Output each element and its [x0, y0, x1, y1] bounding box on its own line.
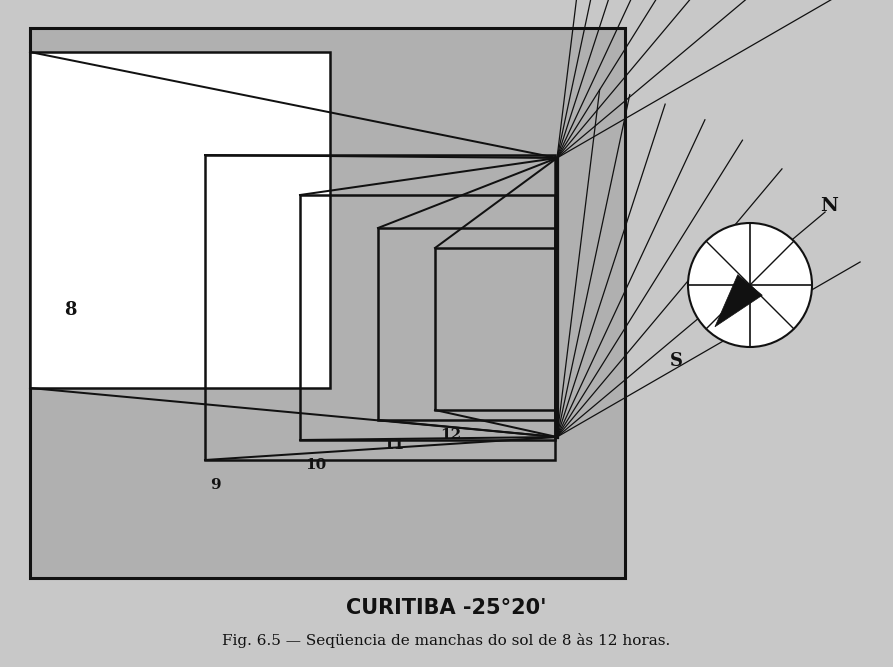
Bar — [30, 28, 625, 578]
Circle shape — [688, 223, 812, 347]
Text: N: N — [820, 197, 838, 215]
Bar — [30, 52, 330, 388]
Bar — [378, 228, 555, 420]
Bar — [300, 195, 555, 440]
Text: 12: 12 — [440, 428, 461, 442]
Text: Fig. 6.5 — Seqüencia de manchas do sol de 8 às 12 horas.: Fig. 6.5 — Seqüencia de manchas do sol d… — [222, 632, 671, 648]
Bar — [435, 248, 555, 410]
Bar — [205, 155, 555, 460]
Polygon shape — [715, 275, 763, 327]
Text: 8: 8 — [63, 301, 76, 319]
Text: S: S — [670, 352, 683, 370]
Text: 10: 10 — [305, 458, 326, 472]
Text: CURITIBA -25°20': CURITIBA -25°20' — [346, 598, 547, 618]
Text: 11: 11 — [383, 438, 405, 452]
Text: 9: 9 — [210, 478, 221, 492]
